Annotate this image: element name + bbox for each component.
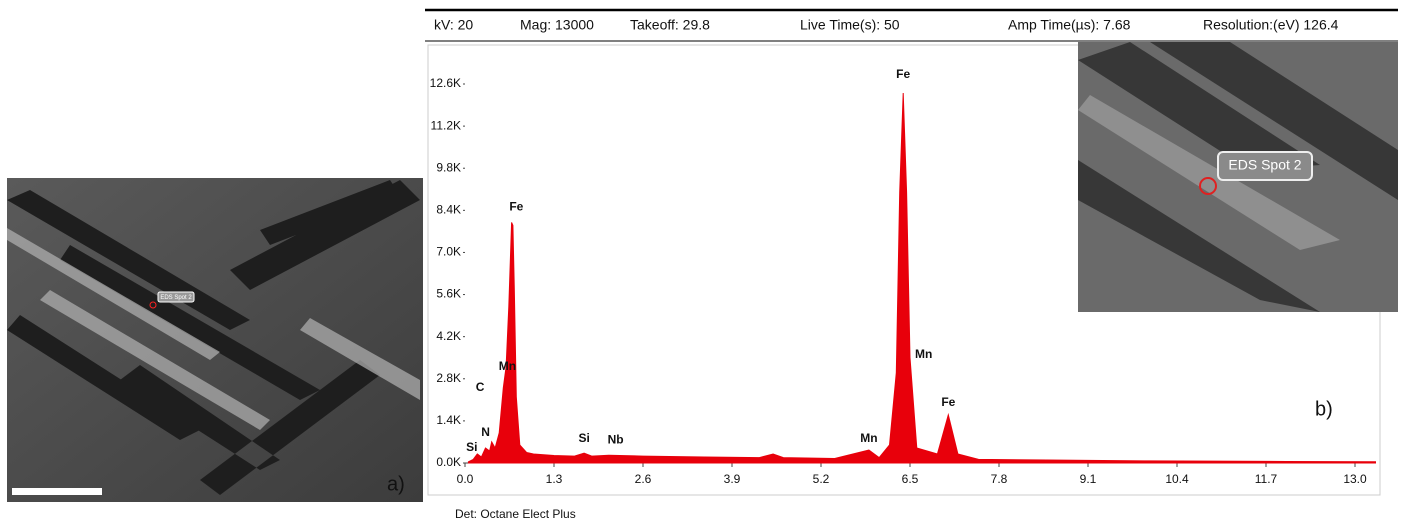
peak-label: Si bbox=[578, 431, 589, 445]
peak-label: Mn bbox=[915, 347, 932, 361]
peak-label: Fe bbox=[509, 199, 523, 213]
y-tick-label: 1.4K bbox=[436, 413, 461, 427]
x-tick-label: 6.5 bbox=[902, 472, 919, 486]
y-tick-label: 8.4K bbox=[436, 203, 461, 217]
y-tick-label: 12.6K bbox=[430, 76, 461, 90]
x-tick-label: 13.0 bbox=[1343, 472, 1367, 486]
spot-label: EDS Spot 2 bbox=[1228, 157, 1301, 173]
x-tick-label: 7.8 bbox=[991, 472, 1008, 486]
header-item: Takeoff: 29.8 bbox=[630, 17, 710, 33]
peak-label: C bbox=[476, 380, 485, 394]
micrograph-a: EDS Spot 2 bbox=[7, 178, 423, 502]
peak-label: Fe bbox=[896, 67, 910, 81]
x-tick-label: 5.2 bbox=[813, 472, 830, 486]
detector: Det: Octane Elect Plus bbox=[455, 507, 576, 521]
panel-label: a) bbox=[387, 473, 405, 495]
peak-label: Nb bbox=[608, 433, 624, 447]
peak-label: Mn bbox=[499, 359, 516, 373]
y-tick-label: 4.2K bbox=[436, 329, 461, 343]
header-item: Live Time(s): 50 bbox=[800, 17, 900, 33]
panel-label: b) bbox=[1315, 398, 1333, 420]
header-item: kV: 20 bbox=[434, 17, 473, 33]
spectrum: 0.0K 1.4K 2.8K 4.2K 5.6K 7.0K 8.4K 9.8K 11.2K 12.… bbox=[430, 67, 1376, 486]
y-tick-label: 5.6K bbox=[436, 287, 461, 301]
peak-label: N bbox=[481, 425, 490, 439]
y-tick-label: 2.8K bbox=[436, 371, 461, 385]
x-tick-label: 0.0 bbox=[457, 472, 474, 486]
header-item: Amp Time(µs): 7.68 bbox=[1008, 17, 1131, 33]
y-tick-label: 9.8K bbox=[436, 160, 461, 174]
peak-label: Mn bbox=[860, 431, 877, 445]
header: kV: 20 Mag: 13000 Takeoff: 29.8 Live Time(s… bbox=[434, 17, 1339, 33]
header-item: Mag: 13000 bbox=[520, 17, 594, 33]
y-tick-label: 7.0K bbox=[436, 245, 461, 259]
x-tick-label: 11.7 bbox=[1255, 472, 1278, 486]
x-tick-label: 9.1 bbox=[1080, 472, 1097, 486]
header-item: Resolution:(eV) 126.4 bbox=[1203, 17, 1339, 33]
spot-label: EDS Spot 2 bbox=[160, 295, 192, 301]
spectrum-area bbox=[467, 92, 1376, 464]
micrograph-b: EDS Spot 2 bbox=[1078, 42, 1398, 312]
peak-label: Si bbox=[466, 440, 477, 454]
y-tick-label: 0.0K bbox=[436, 455, 461, 469]
x-tick-label: 3.9 bbox=[724, 472, 741, 486]
y-tick-label: 11.2K bbox=[431, 118, 461, 132]
x-tick-label: 10.4 bbox=[1165, 472, 1189, 486]
x-tick-label: 1.3 bbox=[546, 472, 563, 486]
x-tick-label: 2.6 bbox=[635, 472, 652, 486]
peak-label: Fe bbox=[941, 395, 955, 409]
